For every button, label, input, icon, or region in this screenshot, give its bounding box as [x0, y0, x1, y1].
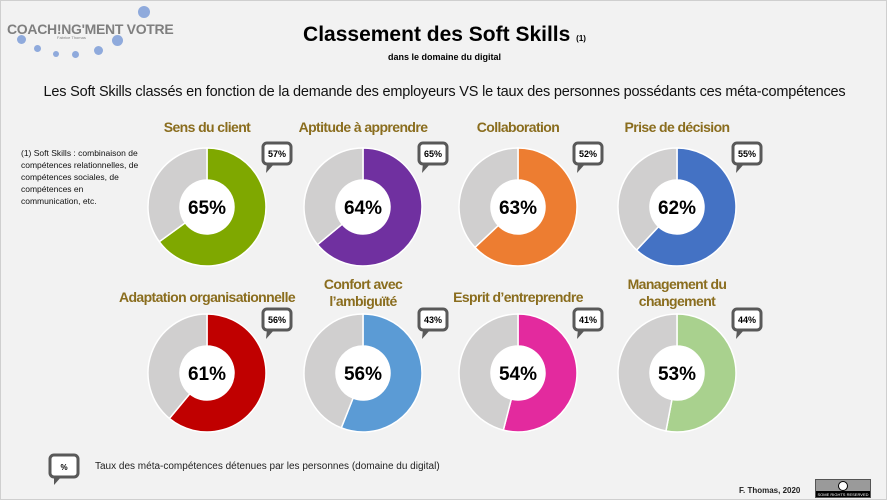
skill-title: Prise de décision [624, 119, 731, 135]
skill-title: Confort avec l’ambiguïté [323, 276, 403, 309]
page-title: Classement des Soft Skills (1) [303, 23, 586, 46]
held-rate-label: 56% [268, 315, 286, 325]
held-rate-label: 43% [424, 315, 442, 325]
license-text: SOME RIGHTS RESERVED [817, 492, 868, 497]
skill-card: Management du changement 53% 44% [577, 276, 777, 433]
donut-chart: 54% [458, 313, 578, 433]
demand-label: 63% [499, 198, 537, 219]
skill-card: Aptitude à apprendre 64% 65% [263, 119, 463, 267]
donut-chart: 63% [458, 147, 578, 267]
held-rate-bubble: 55% [731, 141, 763, 173]
skill-title: Sens du client [163, 119, 251, 135]
held-rate-label: 52% [579, 149, 597, 159]
held-rate-bubble: 65% [417, 141, 449, 173]
logo-text: COACH!NG'MENT VOTRE [7, 21, 174, 37]
held-rate-label: 65% [424, 149, 442, 159]
donut-chart: 61% [147, 313, 267, 433]
legend-symbol: % [60, 463, 67, 472]
held-rate-label: 41% [579, 315, 597, 325]
demand-label: 53% [658, 364, 696, 385]
cc-license-badge[interactable]: SOME RIGHTS RESERVED [815, 479, 871, 498]
logo: COACH!NG'MENT VOTRE Fabrice Thomas [5, 3, 174, 63]
donut-demand-slice [502, 313, 578, 433]
held-rate-label: 44% [738, 315, 756, 325]
demand-label: 61% [188, 364, 226, 385]
page-subtitle: dans le domaine du digital [387, 52, 501, 62]
demand-label: 54% [499, 364, 537, 385]
skill-card: Confort avec l’ambiguïté 56% 43% [263, 276, 463, 433]
held-rate-label: 57% [268, 149, 286, 159]
demand-label: 62% [658, 198, 696, 219]
skill-card: Esprit d’entreprendre 54% 41% [418, 289, 618, 433]
skill-card: Sens du client 65% 57% [107, 119, 307, 267]
demand-label: 65% [188, 198, 226, 219]
skill-title: Aptitude à apprendre [298, 119, 428, 135]
donut-chart: 62% [617, 147, 737, 267]
held-rate-bubble: 44% [731, 307, 763, 339]
skill-card: Adaptation organisationnelle 61% 56% [107, 289, 307, 433]
donut-remainder-slice [303, 147, 364, 246]
demand-label: 64% [344, 198, 382, 219]
skill-title: Adaptation organisationnelle [118, 289, 296, 305]
skill-title: Collaboration [476, 119, 560, 135]
skill-title: Esprit d’entreprendre [453, 289, 583, 305]
demand-label: 56% [344, 364, 382, 385]
held-rate-bubble: 56% [261, 307, 293, 339]
held-rate-bubble: 41% [572, 307, 604, 339]
legend-text: Taux des méta-compétences détenues par l… [95, 461, 440, 472]
footnote: (1) Soft Skills : combinaison de compéte… [21, 148, 139, 206]
held-rate-bubble: 43% [417, 307, 449, 339]
speech-bubble-icon: % [48, 453, 80, 485]
logo-author: Fabrice Thomas [57, 35, 86, 40]
skill-title: Management du changement [627, 276, 727, 309]
credit: F. Thomas, 2020 [739, 486, 801, 495]
donut-chart: 65% [147, 147, 267, 267]
skill-card: Collaboration 63% 52% [418, 119, 618, 267]
donut-chart: 64% [303, 147, 423, 267]
lead-text: Les Soft Skills classés en fonction de l… [43, 84, 846, 100]
held-rate-bubble: 52% [572, 141, 604, 173]
donut-chart: 53% [617, 313, 737, 433]
donut-chart: 56% [303, 313, 423, 433]
held-rate-label: 55% [738, 149, 756, 159]
skill-card: Prise de décision 62% 55% [577, 119, 777, 267]
held-rate-bubble: 57% [261, 141, 293, 173]
